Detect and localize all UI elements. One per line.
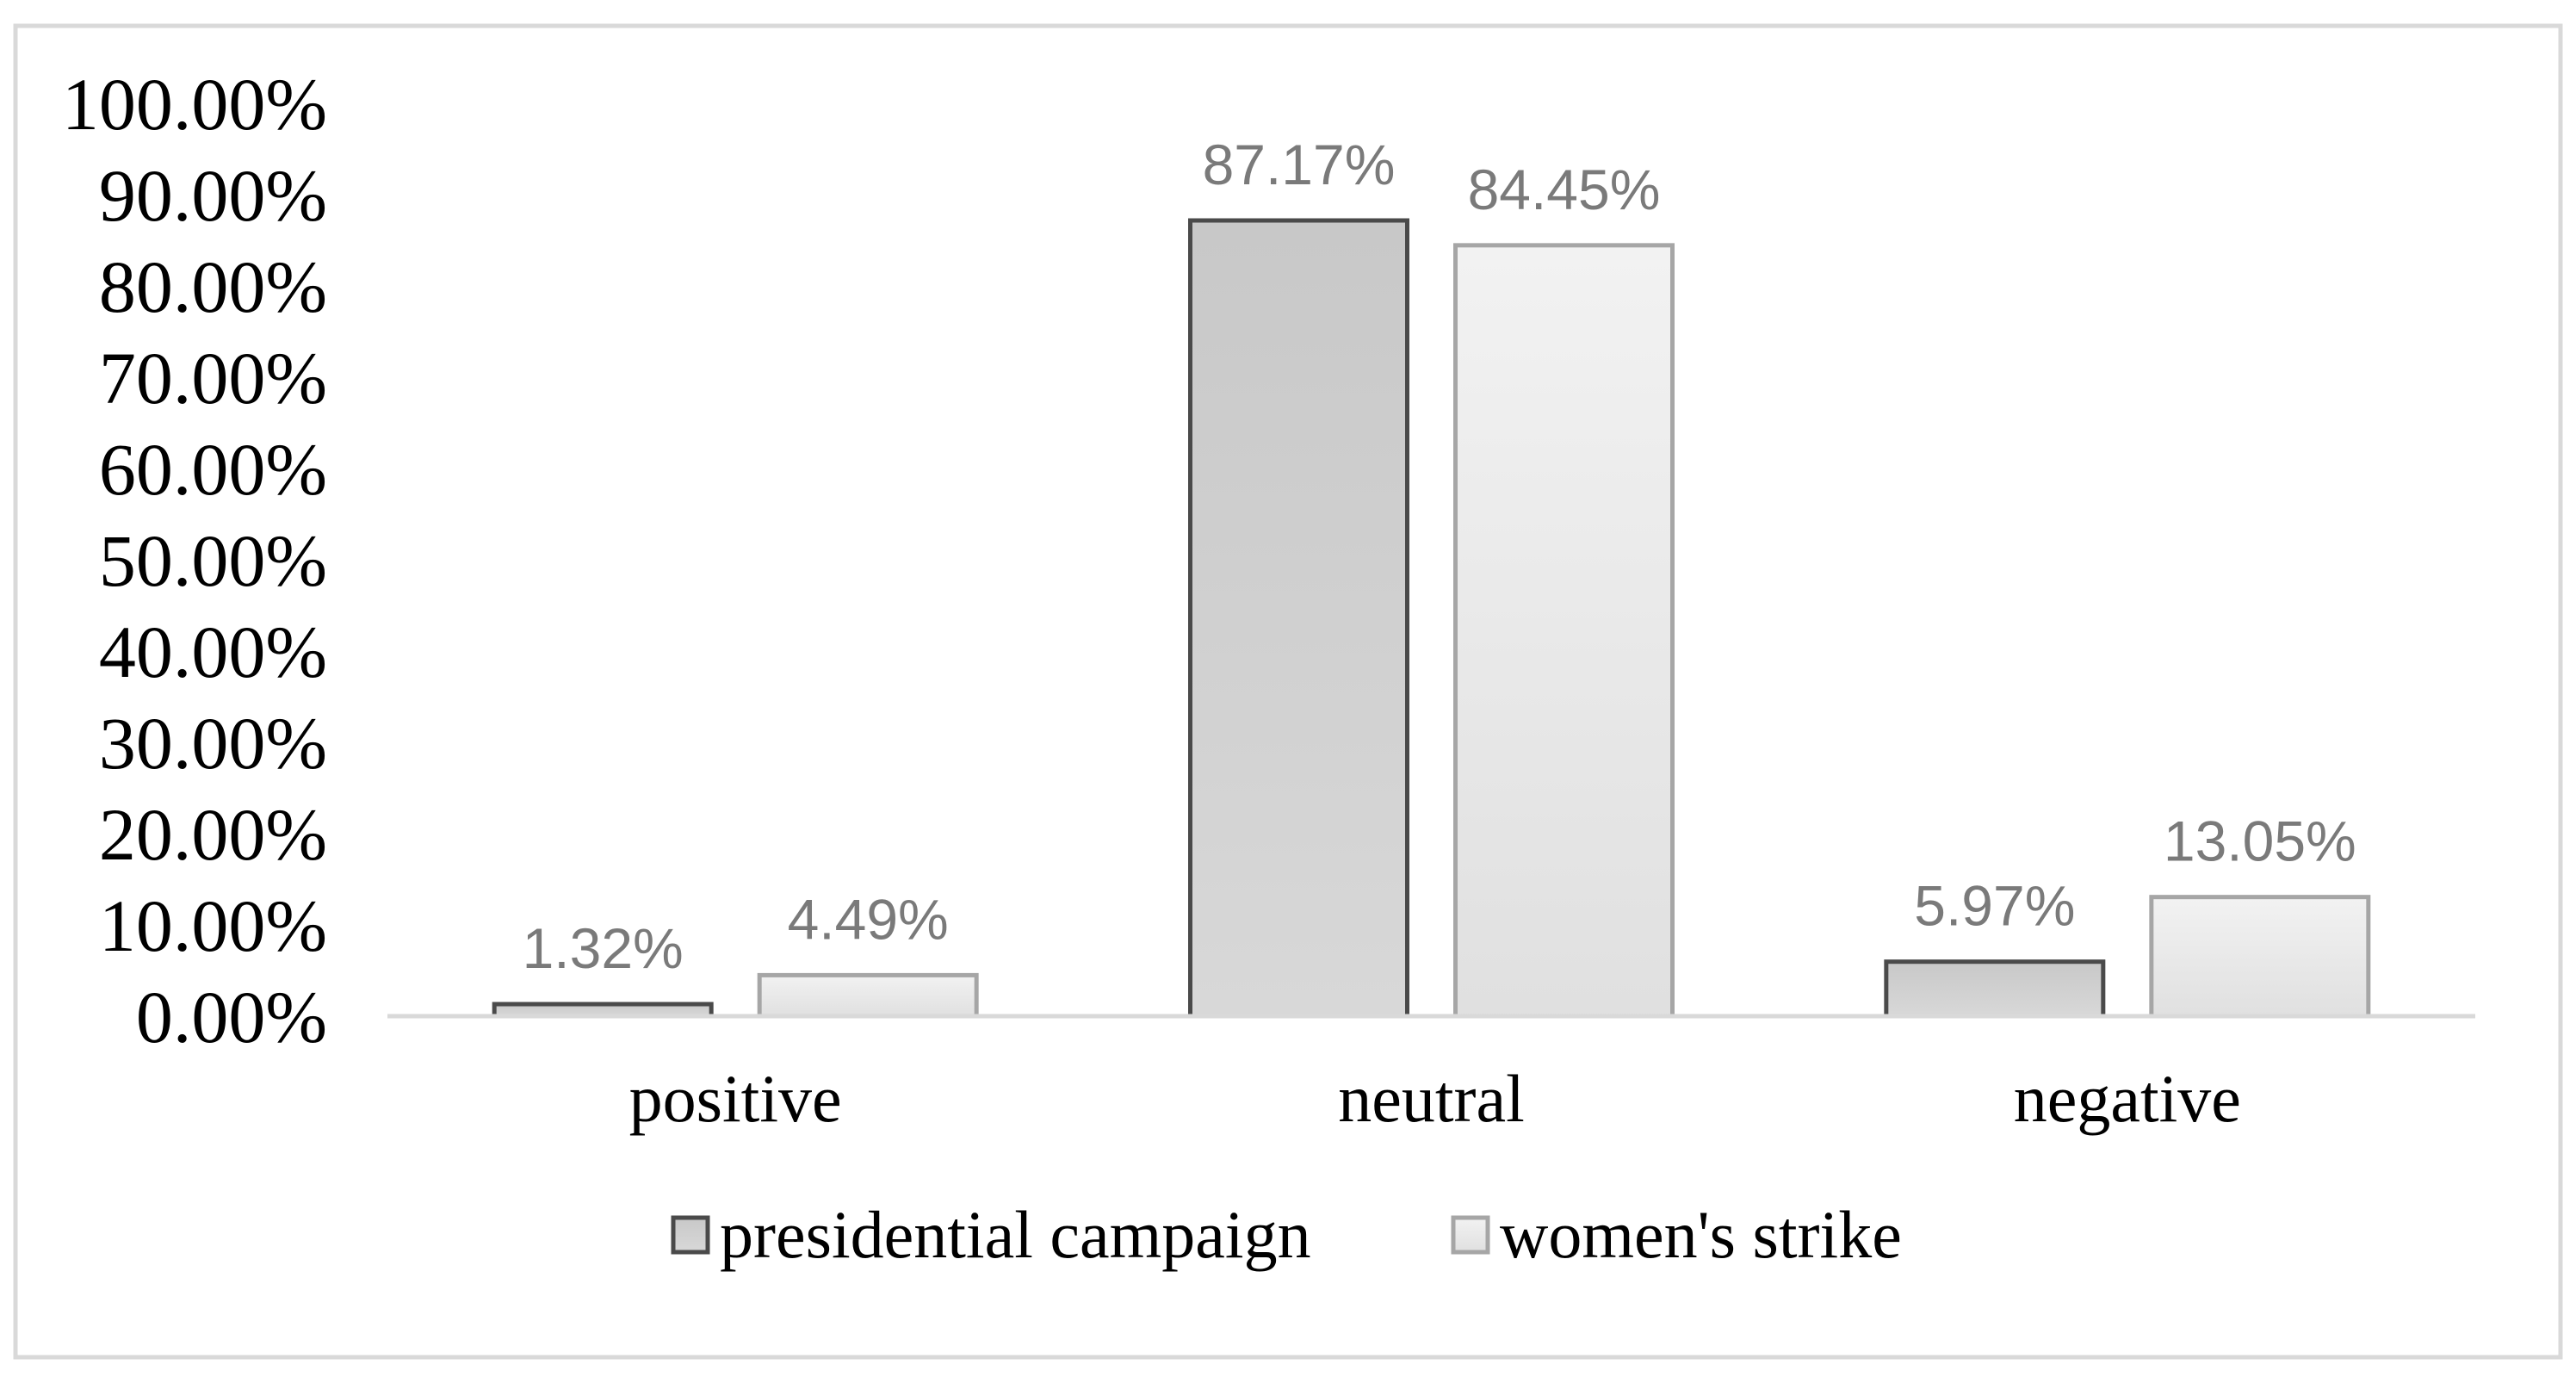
legend: presidential campaign women's strike [671, 1197, 1902, 1272]
y-tick-label: 0.00% [136, 976, 327, 1058]
bar-presidential-campaign-neutral [1188, 218, 1409, 1019]
category-labels: positive neutral negative [629, 1061, 2241, 1136]
legend-swatch-presidential-campaign [671, 1215, 710, 1255]
y-tick-label: 90.00% [99, 154, 327, 237]
y-tick-label: 30.00% [99, 702, 327, 785]
legend-label-presidential-campaign: presidential campaign [720, 1197, 1311, 1272]
category-label-neutral: neutral [1338, 1061, 1525, 1136]
y-tick-label: 100.00% [62, 63, 327, 146]
data-labels: 1.32% 4.49% 87.17% 84.45% 5.97% 13.05% [523, 133, 2356, 980]
data-label-women-s-strike-positive: 4.49% [788, 887, 949, 951]
legend-swatch-women-s-strike [1451, 1215, 1490, 1255]
bar-women-s-strike-neutral [1453, 243, 1675, 1019]
y-tick-label: 70.00% [99, 337, 327, 419]
data-label-presidential-campaign-neutral: 87.17% [1203, 133, 1396, 196]
bar-women-s-strike-positive [757, 972, 979, 1019]
data-label-women-s-strike-neutral: 84.45% [1468, 158, 1661, 221]
y-tick-label: 10.00% [99, 884, 327, 967]
legend-label-women-s-strike: women's strike [1500, 1197, 1902, 1272]
category-label-positive: positive [629, 1061, 842, 1136]
category-label-negative: negative [2014, 1061, 2241, 1136]
y-tick-label: 60.00% [99, 428, 327, 511]
data-label-presidential-campaign-negative: 5.97% [1914, 874, 2075, 938]
y-tick-label: 50.00% [99, 519, 327, 602]
data-label-women-s-strike-negative: 13.05% [2164, 809, 2356, 873]
y-tick-label: 20.00% [99, 793, 327, 876]
data-label-presidential-campaign-positive: 1.32% [523, 916, 684, 980]
y-axis-labels: 0.00% 10.00%20.00%30.00% 40.00% 50.00%60.00… [62, 63, 327, 1058]
y-tick-label: 80.00% [99, 245, 327, 328]
bar-presidential-campaign-negative [1884, 959, 2106, 1019]
bar-women-s-strike-negative [2149, 895, 2371, 1019]
y-tick-label: 40.00% [99, 611, 327, 693]
bars [492, 218, 2371, 1019]
